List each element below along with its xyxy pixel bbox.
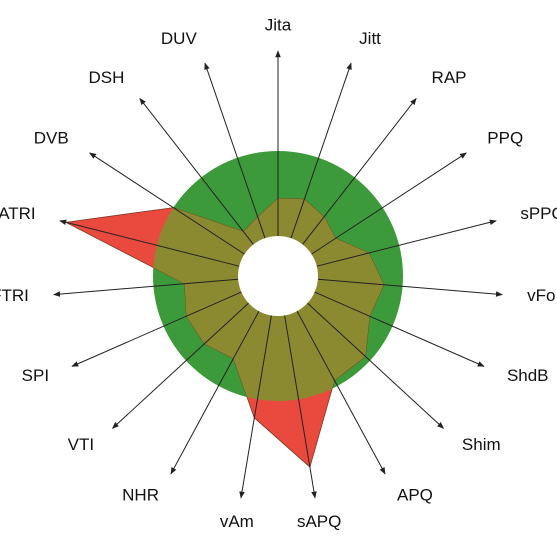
axis-label: DSH: [89, 68, 125, 87]
axis-label: RAP: [432, 68, 467, 87]
axis-label: SPI: [22, 366, 49, 385]
axis-label: NHR: [122, 485, 159, 504]
axis-arrow: [170, 310, 260, 475]
axis-arrow: [111, 302, 249, 429]
axis-label: ATRI: [0, 204, 36, 223]
axis-label: vFo: [527, 286, 555, 305]
axis-label: Jitt: [359, 29, 381, 48]
axis-label: vAm: [220, 512, 254, 531]
axis-arrow: [71, 291, 242, 367]
axis-label: APQ: [397, 485, 433, 504]
axis-arrow: [139, 97, 254, 245]
axis-label: DUV: [161, 29, 198, 48]
axis-arrow: [204, 62, 266, 239]
axis-label: DVB: [34, 129, 69, 148]
axis-arrow: [290, 62, 352, 239]
axis-arrow: [89, 152, 245, 255]
axis-arrow: [317, 278, 503, 297]
axis-label: PPQ: [487, 129, 523, 148]
axis-label: Shim: [462, 435, 501, 454]
axis-arrow: [314, 291, 485, 367]
axis-arrow: [316, 219, 497, 267]
axis-arrow: [239, 315, 272, 499]
axis-label: sAPQ: [297, 512, 341, 531]
axes-layer: Jita Jitt RAP PPQ sPPQ vFo ShdB Shim APQ sAPQ vAm N…: [0, 15, 557, 531]
axis-arrow: [307, 302, 445, 429]
axis-arrow: [311, 152, 467, 255]
center-hole: [238, 236, 318, 316]
axis-label: sPPQ: [520, 204, 557, 223]
axis-label: VTI: [68, 435, 94, 454]
axis-arrow: [53, 278, 239, 297]
axis-arrow: [59, 219, 240, 267]
axis-arrow: [302, 97, 417, 245]
axis-label: Jita: [265, 15, 292, 34]
axis-label: ShdB: [507, 366, 549, 385]
axis-label: FTRI: [0, 286, 29, 305]
axis-arrow: [296, 310, 386, 475]
axis-arrow: [284, 315, 317, 499]
